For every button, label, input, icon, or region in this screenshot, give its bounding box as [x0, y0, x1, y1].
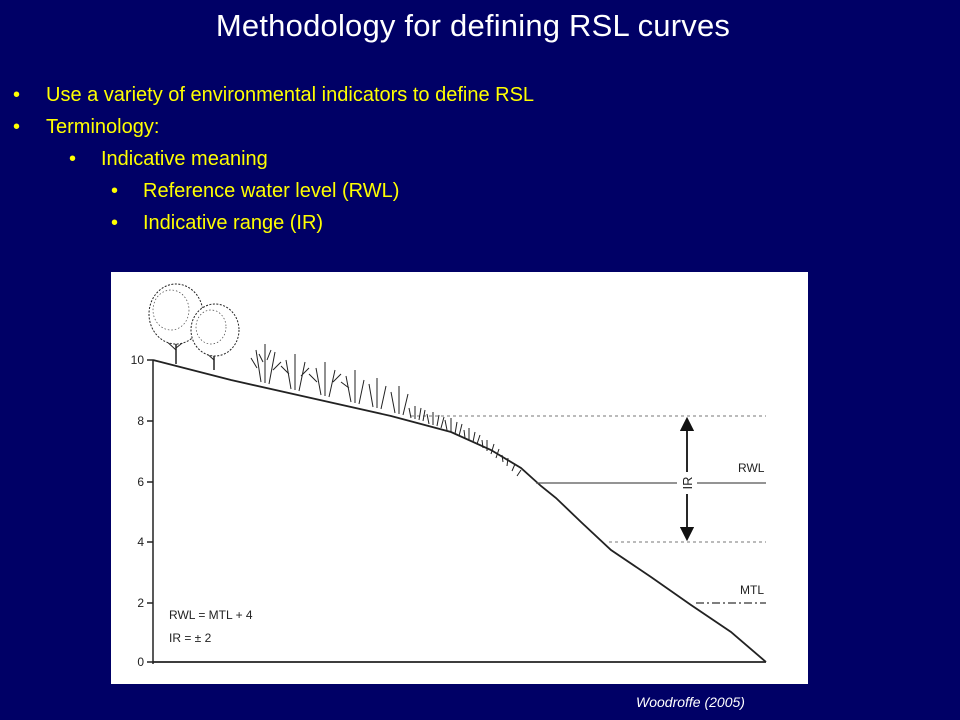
y-tick-label: 10 — [131, 353, 145, 367]
y-tick-label: 2 — [137, 596, 144, 610]
bullet-item: Reference water level (RWL) — [143, 180, 400, 202]
bullet-dot: • — [13, 116, 21, 138]
formula-rwl: RWL = MTL + 4 — [169, 608, 253, 622]
coastal-profile-line — [152, 359, 767, 663]
y-tick-label: 4 — [137, 535, 144, 549]
bullet-dot: • — [13, 84, 21, 106]
mtl-label: MTL — [740, 583, 764, 597]
bullet-dot: • — [111, 212, 119, 234]
rwl-label: RWL — [738, 461, 765, 475]
y-tick-label: 8 — [137, 414, 144, 428]
rsl-diagram-figure: 10 8 6 4 2 0 IR RWL MTL RWL = MTL + 4 IR… — [111, 272, 808, 684]
vegetation — [250, 344, 522, 477]
formula-ir: IR = ± 2 — [169, 631, 212, 645]
y-tick-label: 6 — [137, 475, 144, 489]
slide-title: Methodology for defining RSL curves — [215, 8, 731, 43]
tree-icon — [190, 303, 240, 370]
ir-label: IR — [680, 477, 695, 490]
bullet-dot: • — [111, 180, 119, 202]
figure-credit: Woodroffe (2005) — [636, 694, 745, 710]
y-tick-label: 0 — [137, 655, 144, 669]
bullet-item: Terminology: — [46, 116, 160, 138]
bullet-item: Indicative range (IR) — [143, 212, 324, 234]
bullet-dot: • — [69, 148, 77, 170]
rsl-diagram: 10 8 6 4 2 0 IR RWL MTL RWL = MTL + 4 IR… — [131, 283, 767, 669]
bullet-item: Use a variety of environmental indicator… — [46, 84, 535, 106]
bullet-item: Indicative meaning — [101, 148, 268, 170]
